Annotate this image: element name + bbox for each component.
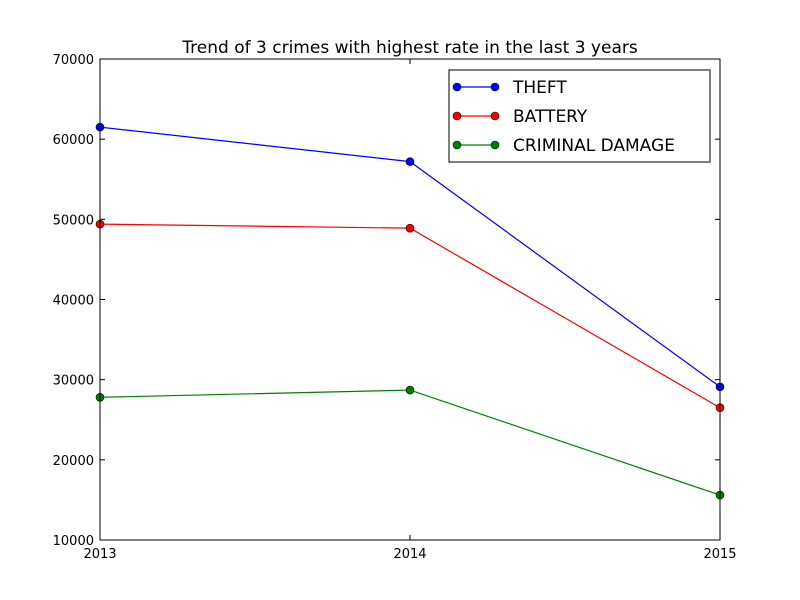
data-point — [405, 223, 415, 233]
y-tick-label: 10000 — [53, 534, 94, 549]
legend-label: THEFT — [512, 78, 567, 98]
legend-item: CRIMINAL DAMAGE — [452, 136, 675, 156]
x-tick-label: 2014 — [393, 547, 426, 562]
x-tick-label: 2013 — [83, 547, 116, 562]
series-line — [99, 389, 721, 496]
legend-item: THEFT — [452, 78, 567, 98]
series-battery — [95, 219, 725, 413]
series-layer — [95, 122, 725, 500]
legend-item: BATTERY — [452, 107, 588, 127]
ticks-layer: 10000 20000 30000 40000 50000 60000 70000 2013 2… — [53, 53, 737, 562]
legend-label: BATTERY — [513, 107, 588, 127]
series-line — [99, 223, 721, 409]
chart-title: Trend of 3 crimes with highest rate in t… — [181, 38, 638, 58]
series-theft — [95, 122, 725, 392]
legend-marker — [490, 82, 500, 92]
legend-label: CRIMINAL DAMAGE — [513, 136, 675, 156]
y-tick-label: 40000 — [53, 294, 94, 309]
legend-marker — [490, 140, 500, 150]
data-point — [405, 385, 415, 395]
y-tick-label: 50000 — [53, 213, 94, 228]
series-criminal-damage — [95, 385, 725, 500]
legend-marker — [452, 111, 462, 121]
series-line — [99, 126, 721, 388]
y-tick-label: 30000 — [53, 374, 94, 389]
legend-marker — [452, 140, 462, 150]
legend-marker — [490, 111, 500, 121]
legend: THEFT BATTERY CRIMINAL DAMAGE — [448, 69, 711, 163]
x-tick-label: 2015 — [703, 547, 736, 562]
legend-marker — [452, 82, 462, 92]
y-tick-label: 70000 — [53, 53, 94, 68]
y-tick-label: 60000 — [53, 133, 94, 148]
data-point — [405, 157, 415, 166]
y-tick-label: 20000 — [53, 454, 94, 469]
